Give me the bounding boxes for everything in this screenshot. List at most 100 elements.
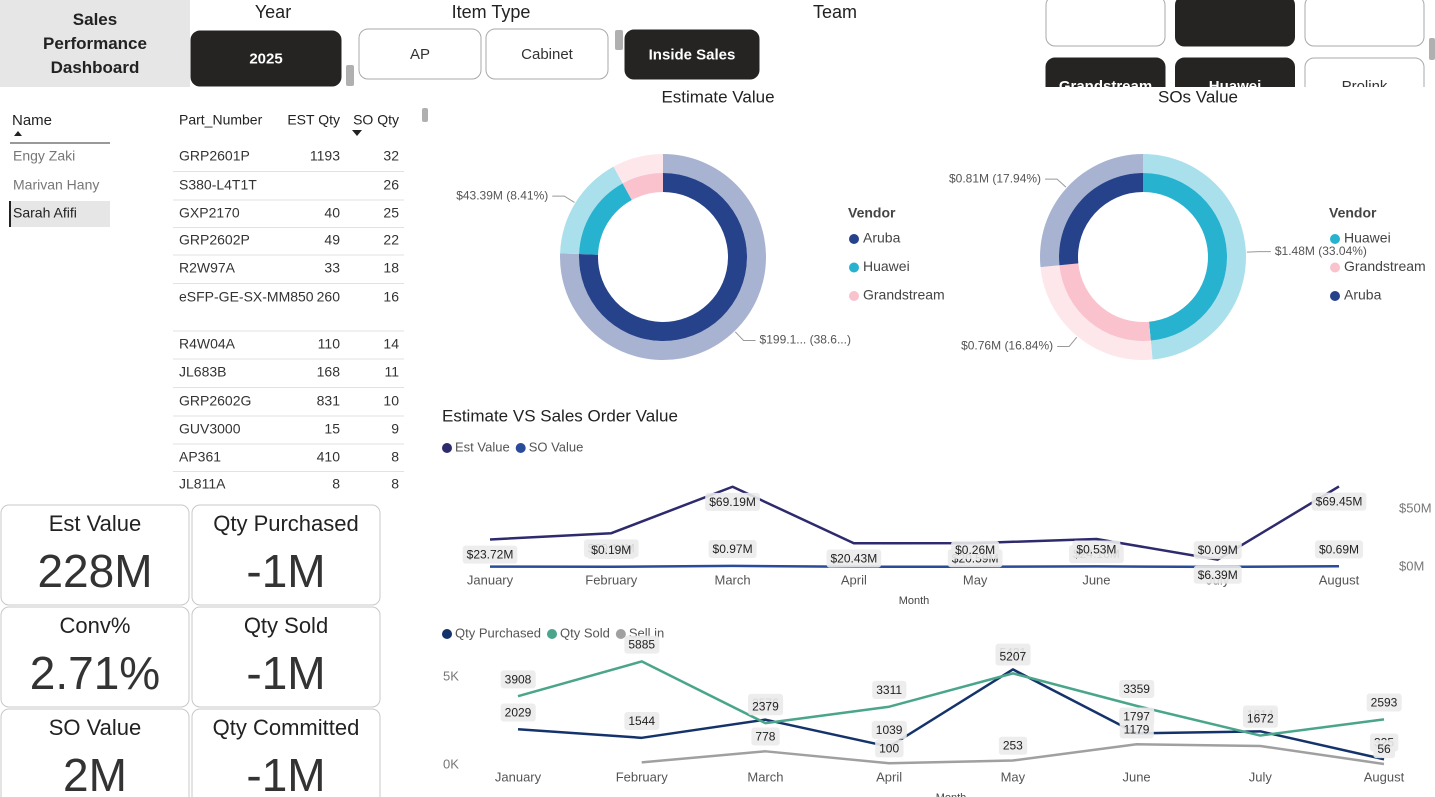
button-label: Inside Sales [649, 46, 736, 63]
slicer-button[interactable] [1175, 0, 1295, 47]
kpi-card: Qty Sold -1M [191, 606, 381, 708]
button-box [1175, 57, 1295, 87]
legend-title: Vendor [1329, 205, 1377, 221]
kpi-label: Est Value [49, 511, 142, 536]
cell: GRP2602G [179, 393, 251, 409]
data-label: $0.69M [1314, 540, 1364, 559]
slicer-button[interactable]: Prolink [1304, 57, 1425, 114]
data-label-text: 253 [1003, 739, 1023, 753]
data-label-text: 5207 [1000, 650, 1027, 664]
x-tick-label: April [876, 769, 902, 784]
slicer-button[interactable]: Cabinet [485, 28, 609, 80]
slicer-button[interactable]: 2025 [190, 30, 342, 87]
slicer-button[interactable]: Huawei [1175, 57, 1295, 114]
slicer-button[interactable]: AP [358, 28, 482, 80]
card-box [0, 708, 190, 797]
cell: 9 [391, 421, 399, 437]
x-tick-label: May [963, 572, 988, 587]
card-box [191, 708, 381, 797]
legend-item[interactable]: Qty Sold [547, 625, 610, 640]
name-item[interactable]: Sarah Afifi [9, 201, 110, 227]
cell: GRP2602P [179, 232, 250, 248]
data-label: 2593 [1366, 693, 1402, 712]
slicer-title: Year [255, 2, 291, 22]
cell: 410 [317, 449, 341, 465]
legend-label: Qty Sold [560, 625, 610, 640]
data-label-text: 778 [755, 729, 775, 743]
slicer-button[interactable] [1304, 0, 1425, 47]
cell: S380-L4T1T [179, 177, 257, 193]
kpi-value: 2M [63, 749, 127, 797]
data-label-bg [462, 545, 518, 564]
table-row: GXP2170 40 25 [173, 205, 404, 228]
dashboard-title: Sales Performance Dashboard [0, 0, 190, 87]
table-row: GUV3000 15 9 [173, 421, 404, 445]
leader-line [1057, 336, 1078, 347]
cell: 831 [317, 393, 341, 409]
card-box [0, 504, 190, 606]
column-header: SO Qty [353, 112, 399, 128]
data-label-bg [500, 670, 536, 689]
legend-item[interactable]: Aruba [849, 230, 901, 246]
button-box [1045, 0, 1166, 47]
data-label: $23.72M [462, 545, 518, 564]
data-label-bg [1193, 565, 1242, 584]
y-tick-label: 0K [443, 756, 459, 771]
legend-swatch [1330, 291, 1340, 301]
legend-item[interactable]: Huawei [849, 258, 910, 274]
kpi-value: 2.71% [30, 647, 160, 699]
button-box [624, 29, 760, 80]
legend-item[interactable]: Est Value [442, 439, 510, 454]
kpi-card: Qty Purchased -1M [191, 504, 381, 606]
column-header: Part_Number [179, 112, 263, 128]
data-label-bg [748, 697, 784, 716]
button-box [485, 28, 609, 80]
slicer-button[interactable]: Grandstream [1045, 57, 1166, 114]
data-label: 1039 [871, 720, 907, 739]
kpi-label: SO Value [49, 715, 142, 740]
data-label-bg [624, 635, 660, 654]
data-label: $199.1... (38.6...) [760, 333, 851, 347]
legend-item[interactable]: Aruba [1330, 287, 1382, 303]
table-row: AP361 410 8 [173, 449, 404, 472]
legend-label: Aruba [1344, 287, 1382, 303]
data-label: 1672 [1242, 709, 1278, 728]
data-label: 100 [875, 739, 904, 758]
kpi-value: 228M [37, 545, 152, 597]
cell: 49 [324, 232, 340, 248]
series-line [641, 743, 1385, 766]
slicer-button[interactable] [1045, 0, 1166, 47]
legend-swatch [442, 443, 452, 453]
legend-item[interactable]: SO Value [515, 439, 584, 454]
data-label: $0.97M [708, 540, 757, 559]
outer-ring-segment [1040, 154, 1143, 268]
x-tick-label: June [1122, 769, 1150, 784]
data-label-text: 1039 [876, 723, 903, 737]
legend-item[interactable]: Huawei [1330, 230, 1391, 246]
data-label-bg [751, 727, 780, 746]
name-item[interactable]: Marivan Hany [13, 177, 99, 193]
legend-label: Qty Purchased [455, 625, 541, 640]
data-label-bg [1193, 541, 1242, 560]
x-tick-label: February [616, 769, 669, 784]
button-box [1175, 0, 1295, 47]
x-tick-label: July [1249, 769, 1273, 784]
data-label-text: 3908 [505, 672, 532, 686]
legend-item[interactable]: Grandstream [1330, 258, 1426, 274]
name-item[interactable]: Engy Zaki [13, 148, 75, 164]
axis-title: Month [936, 792, 967, 797]
x-tick-label: January [467, 572, 514, 587]
data-label-text: $0.09M [1198, 543, 1238, 557]
data-label: 3908 [500, 670, 536, 689]
table-row: S380-L4T1T 26 [173, 177, 404, 201]
kpi-value: -1M [246, 749, 325, 797]
cell: 40 [324, 205, 340, 221]
name-label: Sarah Afifi [13, 205, 77, 221]
sort-arrow [14, 131, 22, 136]
legend-item[interactable]: Qty Purchased [442, 625, 541, 640]
slicer-button[interactable]: Inside Sales [624, 29, 760, 80]
cell: 10 [383, 393, 399, 409]
x-tick-label: March [715, 572, 751, 587]
donut-segment [622, 173, 663, 200]
legend-item[interactable]: Grandstream [849, 287, 945, 303]
